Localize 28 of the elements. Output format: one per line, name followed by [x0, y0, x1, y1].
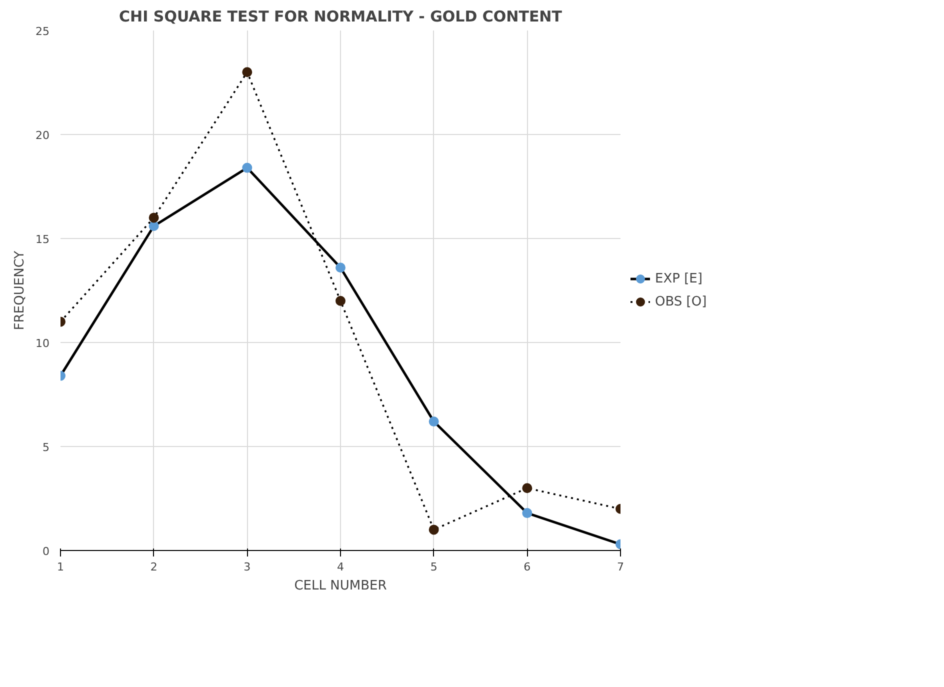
x-tick-label: 4	[337, 560, 344, 574]
legend-label: EXP [E]	[655, 271, 702, 286]
y-tick-label: 20	[36, 129, 50, 142]
x-tick-label: 6	[524, 560, 531, 574]
x-tick-label: 3	[244, 560, 251, 574]
point	[336, 296, 346, 306]
point	[148, 221, 159, 232]
x-tick-label: 1	[57, 560, 64, 574]
y-axis-title: FREQUENCY	[12, 250, 28, 330]
y-tick-label: 5	[42, 441, 50, 454]
point	[522, 508, 532, 518]
y-tick-label: 10	[36, 337, 50, 350]
point	[242, 67, 252, 78]
point	[522, 483, 532, 494]
legend-label: OBS [O]	[655, 294, 707, 309]
x-tick-label: 5	[430, 560, 438, 574]
point	[242, 162, 252, 173]
y-tick-label: 0	[42, 545, 50, 558]
point	[148, 212, 159, 223]
x-tick-label: 7	[617, 560, 624, 574]
point	[428, 524, 439, 535]
point	[428, 416, 439, 427]
x-axis-title: CELL NUMBER	[294, 578, 387, 594]
y-tick-label: 25	[36, 25, 50, 38]
x-tick-label: 2	[150, 560, 158, 574]
chart-title: CHI SQUARE TEST FOR NORMALITY - GOLD CONTENT	[119, 8, 563, 26]
y-tick-label: 15	[36, 233, 50, 246]
point	[336, 262, 346, 273]
